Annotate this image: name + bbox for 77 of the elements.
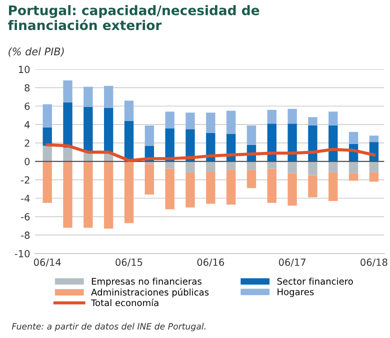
bar — [206, 112, 216, 133]
bar — [165, 112, 174, 128]
bar — [246, 125, 256, 145]
y-tick-label: -4 — [21, 194, 30, 202]
bar — [308, 117, 318, 126]
legend-label: Hogares — [278, 288, 314, 297]
bar — [328, 172, 338, 201]
bar — [369, 161, 379, 172]
bar — [288, 173, 297, 206]
bar — [186, 161, 195, 172]
y-axis-title: (% del PIB) — [8, 47, 64, 57]
bar — [348, 132, 358, 144]
bar — [308, 175, 318, 198]
y-tick-label: -2 — [21, 176, 30, 184]
bar — [206, 172, 216, 204]
bar — [63, 80, 72, 102]
bar — [165, 161, 174, 169]
y-tick-label: -6 — [21, 213, 30, 220]
x-tick-label: 06/15 — [116, 258, 142, 267]
y-tick-label: 6 — [24, 102, 30, 110]
bar — [267, 168, 276, 203]
bar — [144, 125, 154, 146]
bar — [84, 161, 93, 228]
bar — [206, 161, 216, 172]
bar — [124, 120, 134, 162]
x-tick-label: 06/17 — [278, 258, 306, 267]
y-tick-label: -10 — [14, 250, 30, 258]
chart-title: Portugal: capacidad/necesidad de financiación exterior — [8, 5, 260, 30]
y-tick-label: 0 — [24, 158, 30, 166]
bar — [124, 161, 134, 224]
source-note: Fuente: a partir de datos del INE de Portugal. — [12, 322, 206, 332]
bar — [104, 86, 114, 108]
bar — [348, 161, 358, 174]
bar — [288, 161, 297, 174]
y-tick-label: -8 — [21, 232, 30, 239]
bar — [104, 108, 114, 152]
bar — [84, 86, 93, 108]
bar — [63, 102, 72, 148]
bar — [308, 125, 318, 162]
x-tick-label: 06/14 — [34, 258, 61, 267]
legend-label: Sector financiero — [277, 278, 353, 285]
line-series — [46, 143, 376, 162]
bar — [267, 161, 276, 169]
bar — [267, 110, 276, 124]
bar — [288, 108, 297, 124]
y-tick-label: 10 — [18, 66, 30, 74]
bar — [186, 172, 195, 208]
bar — [165, 168, 174, 210]
bar — [42, 161, 52, 203]
x-tick-label: 06/18 — [360, 258, 388, 267]
bar — [186, 112, 195, 130]
bar — [124, 100, 134, 121]
bar — [328, 161, 338, 172]
bar — [42, 146, 52, 162]
bar — [165, 128, 174, 162]
bar — [84, 107, 93, 152]
legend-label: Administraciones públicas — [91, 288, 209, 298]
bar — [104, 161, 114, 229]
y-tick-label: 8 — [24, 84, 30, 92]
bar — [308, 161, 318, 176]
legend-label: Empresas no financieras — [92, 278, 202, 286]
x-tick-label: 06/16 — [197, 258, 224, 267]
y-tick-label: 2 — [24, 139, 30, 147]
bar — [63, 161, 72, 228]
bar — [328, 112, 338, 126]
bar — [246, 170, 256, 188]
bar — [63, 148, 72, 162]
bar — [288, 124, 297, 162]
y-tick-label: 4 — [24, 121, 30, 128]
legend-label: Total economía — [91, 298, 158, 306]
bar — [226, 110, 236, 134]
bar — [42, 104, 52, 128]
bar — [369, 172, 379, 182]
bar — [369, 136, 379, 142]
bar — [144, 164, 154, 195]
bar — [348, 173, 358, 181]
bar — [226, 170, 236, 205]
